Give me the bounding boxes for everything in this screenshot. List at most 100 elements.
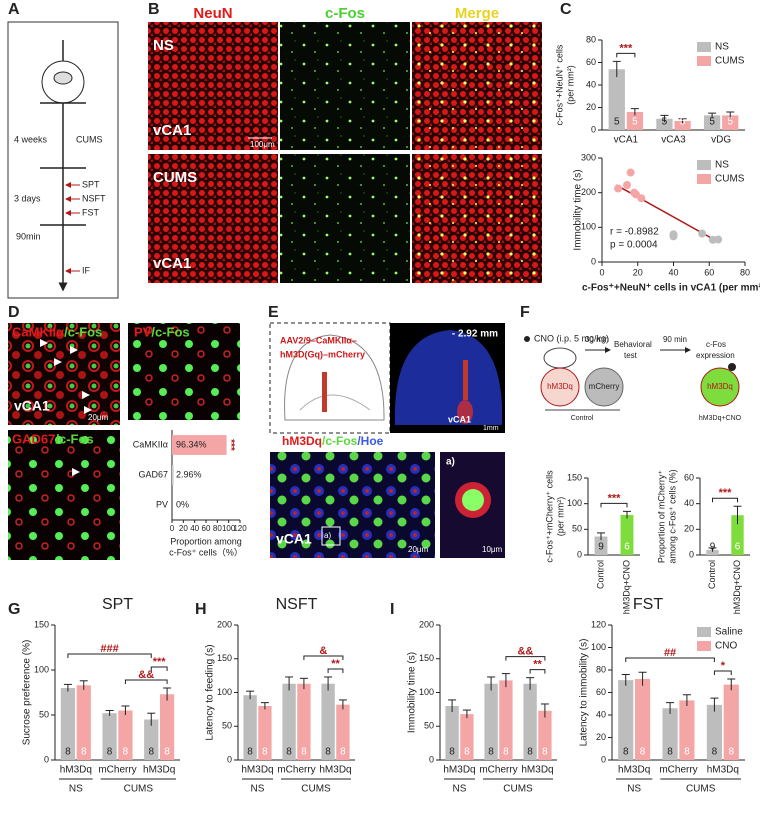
x-tick-label: mCherry: [659, 765, 697, 776]
bar: [282, 683, 296, 760]
significance-bracket: [124, 679, 168, 684]
y-tick-label: 20: [684, 524, 694, 534]
label: NSFT: [82, 193, 106, 203]
n-label: 5: [709, 117, 715, 128]
y-tick-label: 150: [567, 472, 582, 482]
n-label: 8: [301, 747, 307, 758]
bar: [679, 700, 695, 760]
column-header: Merge: [455, 5, 499, 22]
y-axis-unit: (per mm²): [555, 497, 565, 537]
label: CUMS: [153, 169, 197, 186]
label: 10μm: [482, 545, 503, 554]
injection-site: [457, 400, 473, 424]
significance: ***: [608, 492, 622, 504]
y-axis-unit: (per mm²): [565, 65, 575, 105]
bar: [144, 719, 159, 760]
label: a): [324, 531, 331, 540]
label: 20μm: [408, 545, 429, 554]
label: 90min: [16, 231, 41, 241]
point: [637, 194, 646, 203]
significance: **: [533, 659, 542, 671]
legend-label: NS: [715, 160, 729, 171]
micrograph: [280, 154, 410, 283]
y-tick-label: 300: [581, 152, 596, 162]
legend-label: CNO: [715, 641, 737, 652]
x-tick-label: 100: [222, 524, 236, 533]
label: /Hoe: [357, 434, 383, 448]
group-label: NS: [627, 784, 641, 795]
y-tick-label: PV: [156, 499, 168, 509]
label: CUMS: [76, 134, 103, 144]
panel-label: A: [8, 1, 20, 18]
point: [698, 229, 707, 238]
x-tick-label: 60: [202, 524, 211, 533]
n-label: 8: [667, 747, 673, 758]
label: SPT: [82, 179, 100, 189]
x-tick-label: 0: [599, 267, 604, 277]
column-header: NeuN: [193, 5, 232, 22]
bar: [76, 685, 91, 760]
bar: [662, 708, 678, 760]
x-tick-label: hM3Dq: [319, 765, 351, 776]
bar: [626, 112, 644, 130]
n-label: 8: [527, 747, 533, 758]
label: GAD67: [12, 431, 55, 446]
n-label: 8: [247, 747, 253, 758]
y-tick-label: 200: [581, 187, 596, 197]
group-label: CUMS: [686, 784, 716, 795]
x-tick-label: 80: [740, 267, 750, 277]
x-tick-label: 0: [170, 524, 175, 533]
panel-label: I: [390, 601, 394, 618]
label: AAV2/9–CaMKIIα–: [280, 335, 357, 345]
group-label: CUMS: [503, 784, 533, 795]
y-axis-label: Immobility time (s): [573, 169, 584, 250]
y-axis-label: Proportion of mCherry⁺: [656, 470, 666, 564]
group-label: NS: [251, 784, 265, 795]
significance: ###: [100, 643, 118, 655]
label: /c-Fos: [64, 324, 102, 339]
annotation: p = 0.0004: [610, 240, 658, 251]
significance-bracket: [712, 497, 738, 503]
x-tick-label: hM3Dq: [707, 765, 739, 776]
panel-label: E: [268, 304, 279, 321]
micrograph-overlay: [412, 22, 542, 150]
bar: [618, 680, 634, 760]
y-tick-label: 40: [684, 498, 694, 508]
legend-swatch: [697, 160, 711, 170]
n-label: 5: [680, 117, 686, 128]
label: NS: [153, 37, 174, 54]
y-tick-label: CaMKIIα: [133, 439, 168, 449]
cno-dot: [728, 363, 736, 371]
y-tick-label: 100: [419, 687, 434, 697]
n-label: 8: [464, 747, 470, 758]
x-tick-label: 20: [633, 267, 643, 277]
group-label: NS: [69, 784, 83, 795]
x-tick-label: 60: [704, 267, 714, 277]
syringe: [322, 372, 327, 412]
label: Behavioral: [614, 340, 652, 349]
bar: [706, 704, 722, 760]
n-label: 6: [735, 542, 741, 553]
y-axis-label: Sucrose preference (%): [22, 640, 33, 746]
legend-swatch: [697, 42, 711, 52]
point: [630, 188, 639, 197]
x-tick-label: Control: [595, 560, 605, 589]
y-tick-label: 120: [591, 619, 606, 629]
bar: [656, 118, 673, 130]
label: CaMKIIα: [12, 324, 64, 339]
bar: [723, 684, 739, 760]
x-tick-label: 20: [179, 524, 188, 533]
n-label: 8: [503, 747, 509, 758]
n-label: 8: [712, 747, 718, 758]
y-tick-label: 0: [591, 124, 596, 134]
y-tick-label: 20: [586, 102, 596, 112]
x-tick-label: hM3Dq+CNO: [732, 560, 742, 614]
x-tick-label: hM3Dq: [521, 765, 553, 776]
label: 100μm: [250, 140, 275, 149]
mouse-body: [53, 71, 73, 85]
bar: [635, 679, 651, 760]
n-label: 8: [728, 747, 734, 758]
x-tick-label: vCA1: [614, 135, 639, 146]
bar: [674, 121, 691, 130]
